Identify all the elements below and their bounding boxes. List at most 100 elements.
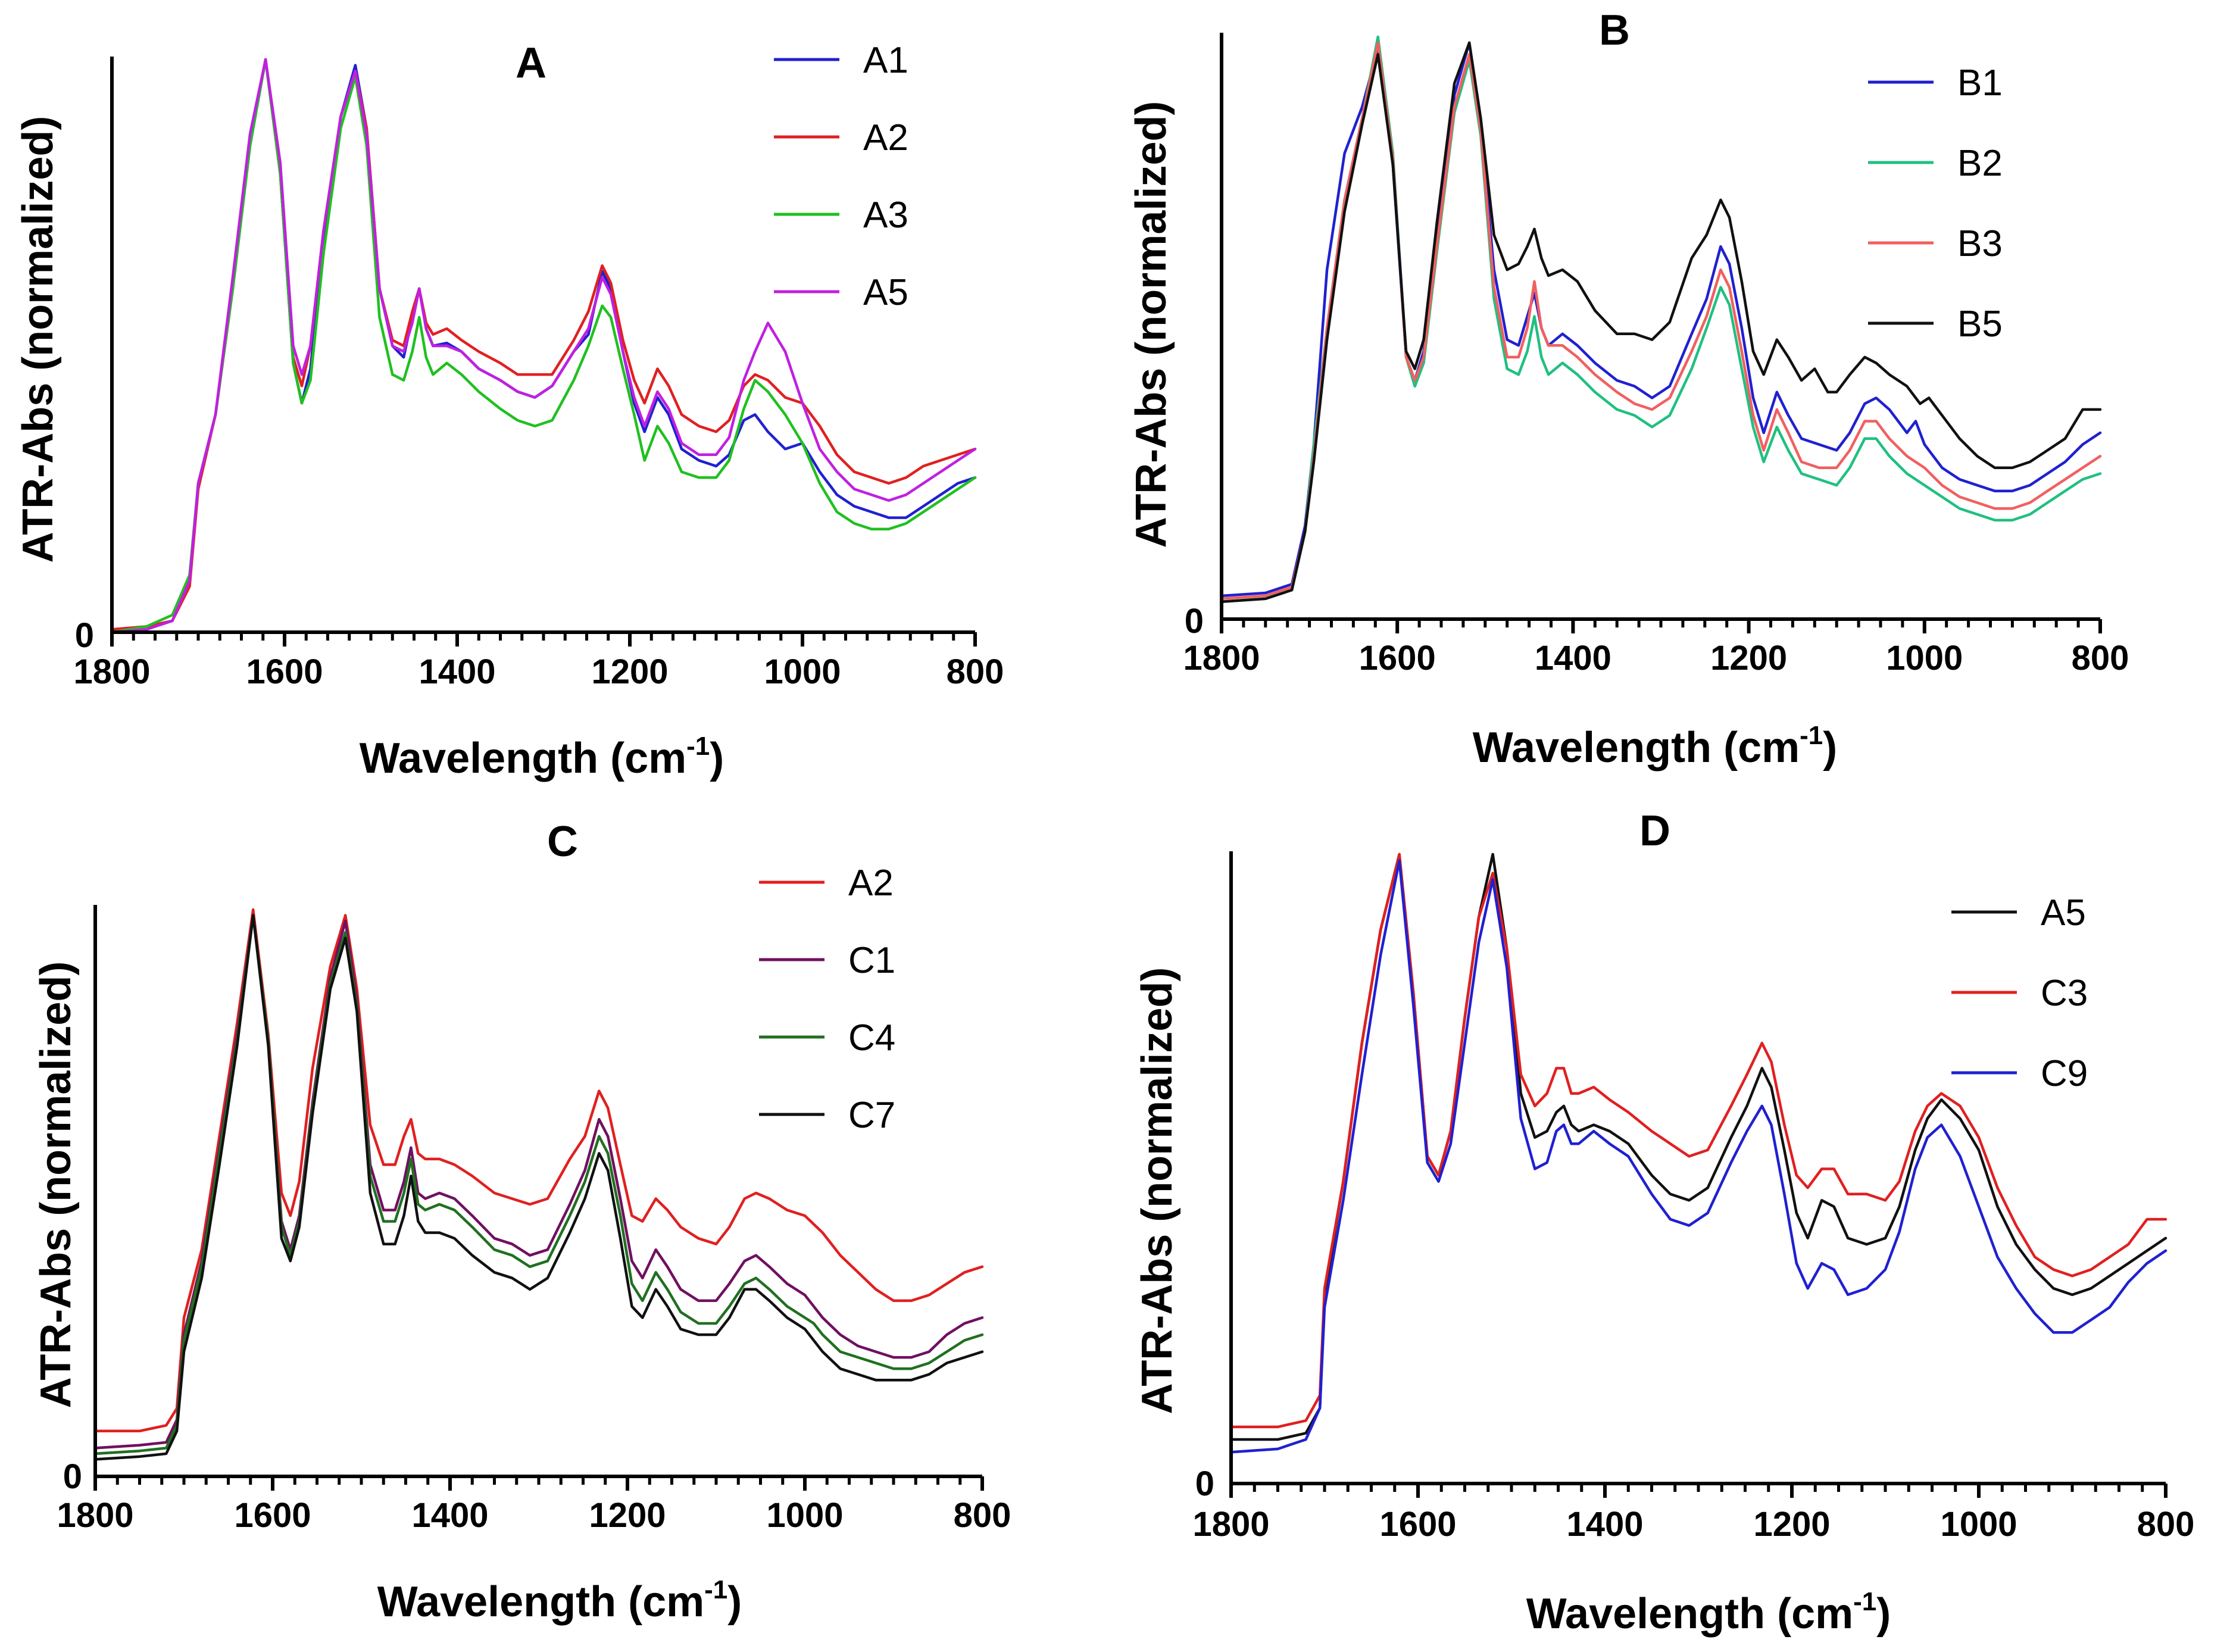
panel-d-legend-label-a5: A5 <box>2041 892 2086 933</box>
panel-a-x-axis-title: Wavelength (cm-1) <box>360 732 724 782</box>
panel-c-x-axis-title: Wavelength (cm-1) <box>377 1575 742 1626</box>
panel-a-legend-label-a1: A1 <box>863 40 908 81</box>
panel-a-legend-label-a5: A5 <box>863 272 908 313</box>
panel-a-x-tick-label: 1800 <box>73 652 150 691</box>
panel-b-legend-item: B3 <box>1868 223 2003 264</box>
panel-a-y-tick-label: 0 <box>75 616 94 655</box>
panel-a-x-tick-label: 1600 <box>246 652 323 691</box>
panel-c-x-tick-label: 1400 <box>411 1496 488 1535</box>
panel-c-y-axis-title: ATR-Abs (normalized) <box>32 961 80 1409</box>
panel-c-x-tick-label: 1600 <box>234 1496 311 1535</box>
panel-c-legend-label-a2: A2 <box>848 863 894 904</box>
panel-c-legend: A2 C1 C4 C7 <box>759 863 895 1136</box>
panel-d-x-tick-label: 1800 <box>1192 1505 1269 1544</box>
panel-b-x-major-ticks <box>1220 619 2102 633</box>
panel-a-legend-label-a3: A3 <box>863 195 908 236</box>
panel-c-series-a2-line <box>93 908 984 1433</box>
panel-c-legend-label-c4: C4 <box>848 1017 895 1058</box>
panel-b-x-tick-label: 1200 <box>1710 639 1787 677</box>
panel-d-legend-item: C3 <box>1951 973 2088 1014</box>
panel-d-legend-label-c9: C9 <box>2041 1053 2088 1094</box>
panel-b-legend-label-b3: B3 <box>1957 223 2003 264</box>
panel-c-series-c7-line <box>93 914 984 1461</box>
panel-d-series <box>1229 852 2167 1454</box>
panel-a-x-tick-label: 1200 <box>591 652 668 691</box>
panel-a-legend-item: A3 <box>774 195 908 236</box>
panel-d-x-tick-label: 1400 <box>1566 1505 1643 1544</box>
panel-c-legend-label-c7: C7 <box>848 1095 895 1136</box>
panel-c-x-major-ticks <box>93 1476 984 1491</box>
panel-c-x-tick-labels: 1800 1600 1400 1200 1000 800 <box>57 1496 1011 1535</box>
panel-c-legend-item: C7 <box>759 1095 895 1136</box>
panel-c-x-tick-label: 800 <box>954 1496 1011 1535</box>
panel-c-legend-label-c1: C1 <box>848 940 895 981</box>
panel-d: 0 1800 1600 1400 1200 1000 800 D Wavelength (… <box>1133 807 2194 1638</box>
panel-d-x-major-ticks <box>1229 1484 2167 1498</box>
panel-c-legend-item: C4 <box>759 1017 895 1058</box>
panel-a-legend-item: A5 <box>774 272 908 313</box>
panel-a-legend-label-a2: A2 <box>863 117 908 158</box>
panel-a-series-a5-line <box>110 58 977 634</box>
panel-b-legend-item: B5 <box>1868 304 2003 345</box>
panel-a-x-tick-label: 1400 <box>418 652 495 691</box>
panel-b-x-minor-ticks <box>1242 619 2080 627</box>
panel-d-x-minor-ticks <box>1253 1484 2144 1492</box>
panel-a-title: A <box>516 39 546 87</box>
panel-c-title: C <box>547 818 578 866</box>
panel-b-x-tick-label: 1600 <box>1359 639 1436 677</box>
panel-b-y-axis-title: ATR-Abs (normalized) <box>1128 101 1175 548</box>
panel-d-legend: A5 C3 C9 <box>1951 892 2088 1094</box>
panel-b-y-tick-label: 0 <box>1185 602 1204 641</box>
panel-c-y-tick-label: 0 <box>63 1457 82 1496</box>
panel-a: 0 1800 1600 1400 1200 1000 800 A Wavelength (… <box>14 39 1004 782</box>
panel-a-x-major-ticks <box>110 632 977 647</box>
panel-b-legend-label-b2: B2 <box>1957 143 2003 184</box>
panel-b-legend-item: B1 <box>1868 63 2003 104</box>
panel-b-x-tick-label: 1400 <box>1535 639 1611 677</box>
panel-d-x-tick-label: 800 <box>2137 1505 2195 1544</box>
panel-a-x-tick-label: 800 <box>947 652 1004 691</box>
panel-b-x-axis-title: Wavelength (cm-1) <box>1473 721 1838 772</box>
panel-a-x-minor-ticks <box>132 632 955 641</box>
panel-b-legend-item: B2 <box>1868 143 2003 184</box>
panel-d-legend-item: C9 <box>1951 1053 2088 1094</box>
panel-b-series <box>1220 35 2102 603</box>
panel-c-x-minor-ticks <box>115 1476 962 1485</box>
panel-c-legend-item: A2 <box>759 863 894 904</box>
panel-d-x-tick-label: 1000 <box>1940 1505 2017 1544</box>
panel-b-title: B <box>1599 7 1630 54</box>
panel-c-legend-item: C1 <box>759 940 895 981</box>
panel-a-x-tick-labels: 1800 1600 1400 1200 1000 800 <box>73 652 1004 691</box>
panel-a-legend-item: A1 <box>774 40 908 81</box>
panel-b-x-tick-label: 1000 <box>1886 639 1963 677</box>
panel-b-x-tick-label: 1800 <box>1183 639 1260 677</box>
panel-d-y-tick-label: 0 <box>1195 1464 1214 1503</box>
panel-c-x-tick-label: 1200 <box>589 1496 666 1535</box>
panel-d-title: D <box>1639 807 1670 855</box>
panel-d-x-axis-title: Wavelength (cm-1) <box>1526 1587 1891 1638</box>
panel-d-legend-item: A5 <box>1951 892 2086 933</box>
panel-c-x-tick-label: 1800 <box>57 1496 133 1535</box>
panel-b-x-tick-label: 800 <box>2072 639 2129 677</box>
panel-c: 0 1800 1600 1400 1200 1000 800 C Wavelength (… <box>32 818 1011 1626</box>
panel-b-legend: B1 B2 B3 B5 <box>1868 63 2003 345</box>
panel-a-legend: A1 A2 A3 A5 <box>774 40 908 313</box>
panel-b-x-tick-labels: 1800 1600 1400 1200 1000 800 <box>1183 639 2129 677</box>
panel-a-y-axis-title: ATR-Abs (normalized) <box>14 116 62 563</box>
panel-d-x-tick-labels: 1800 1600 1400 1200 1000 800 <box>1192 1505 2194 1544</box>
panel-d-legend-label-c3: C3 <box>2041 973 2088 1014</box>
panel-b-legend-label-b5: B5 <box>1957 304 2003 345</box>
panel-b-series-b5-line <box>1220 41 2102 603</box>
panel-c-series <box>93 908 984 1461</box>
panel-d-x-tick-label: 1200 <box>1753 1505 1830 1544</box>
panel-a-series <box>110 58 977 634</box>
panel-d-series-c9-line <box>1229 859 2167 1454</box>
panel-a-legend-item: A2 <box>774 117 908 158</box>
panel-b-legend-label-b1: B1 <box>1957 63 2003 104</box>
panel-b: 0 1800 1600 1400 1200 1000 800 B Wavelength (… <box>1128 7 2129 772</box>
panel-d-x-tick-label: 1600 <box>1379 1505 1456 1544</box>
panel-a-x-tick-label: 1000 <box>764 652 841 691</box>
panel-d-y-axis-title: ATR-Abs (normalized) <box>1133 967 1181 1414</box>
